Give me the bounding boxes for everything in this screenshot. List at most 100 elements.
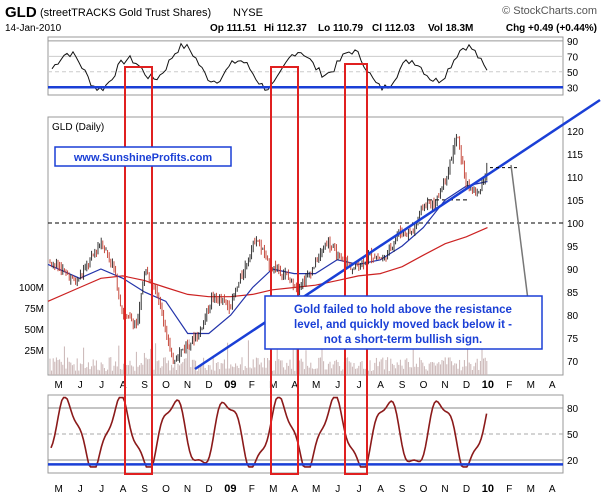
month-tick-label: A xyxy=(120,380,127,391)
open-value: Op 111.51 xyxy=(210,23,257,34)
top-tick-label: 70 xyxy=(567,52,579,63)
highlight-boxes xyxy=(124,63,368,475)
price-tick-label: 85 xyxy=(567,288,579,299)
bottom-tick-label: 20 xyxy=(567,456,579,467)
chart-header: GLD (streetTRACKS Gold Trust Shares) NYS… xyxy=(5,4,597,34)
month-tick-label: A xyxy=(291,380,298,391)
price-tick-label: 100 xyxy=(567,219,584,230)
stockcharts-watermark: © StockCharts.com xyxy=(502,5,597,17)
month-tick-label: 09 xyxy=(224,379,236,391)
month-tick-label: J xyxy=(357,380,362,391)
top-tick-label: 50 xyxy=(567,68,579,79)
month-tick-label: A xyxy=(549,484,556,495)
month-tick-label: M xyxy=(527,484,535,495)
top-tick-label: 30 xyxy=(567,83,579,94)
month-tick-label: M xyxy=(55,380,63,391)
month-tick-label: N xyxy=(184,484,191,495)
month-tick-label: S xyxy=(399,484,406,495)
month-tick-label: O xyxy=(162,380,170,391)
bottom-oscillator-panel: 80 50 20 xyxy=(47,394,579,474)
month-tick-label: 10 xyxy=(482,483,494,495)
volume-tick-label: 50M xyxy=(25,325,44,336)
slow-moving-average xyxy=(47,227,488,302)
price-panel-title: GLD (Daily) xyxy=(52,122,104,133)
price-tick-label: 90 xyxy=(567,265,579,276)
month-tick-label: O xyxy=(420,484,428,495)
volume-axis: 100M 75M 50M 25M xyxy=(19,283,44,357)
price-tick-label: 75 xyxy=(567,334,579,345)
month-tick-label: D xyxy=(463,380,470,391)
highlight-box-mar-2009 xyxy=(270,66,299,475)
month-tick-label: F xyxy=(249,380,255,391)
price-tick-label: 95 xyxy=(567,242,579,253)
month-tick-label: M xyxy=(55,484,63,495)
top-tick-label: 90 xyxy=(567,37,579,48)
bottom-tick-label: 80 xyxy=(567,404,579,415)
low-value: Lo 110.79 xyxy=(318,23,363,34)
website-box xyxy=(54,146,232,167)
month-tick-label: O xyxy=(162,484,170,495)
month-tick-label: F xyxy=(249,484,255,495)
month-tick-label: M xyxy=(269,484,277,495)
month-tick-label: A xyxy=(120,484,127,495)
month-tick-label: N xyxy=(441,380,448,391)
comment-annotation: Gold failed to hold above the resistance… xyxy=(264,295,543,350)
month-tick-label: J xyxy=(78,484,83,495)
volume-tick-label: 25M xyxy=(25,346,44,357)
comment-line: Gold failed to hold above the resistance xyxy=(294,304,512,316)
month-tick-label: A xyxy=(377,380,384,391)
month-tick-label: A xyxy=(291,484,298,495)
price-tick-label: 115 xyxy=(567,150,583,161)
comment-line: not a short-term bullish sign. xyxy=(324,334,482,346)
chart-date: 14-Jan-2010 xyxy=(5,23,62,34)
close-value: Cl 112.03 xyxy=(372,23,415,34)
volume-tick-label: 100M xyxy=(19,283,44,294)
month-axis-bottom: M J J A S O N D 09 F M A M J J A S O N D 10 F M A xyxy=(55,483,556,495)
month-tick-label: A xyxy=(549,380,556,391)
month-tick-label: J xyxy=(99,484,104,495)
highlight-box-aug-2008 xyxy=(124,66,153,475)
volume-value: Vol 18.3M xyxy=(428,23,473,34)
month-tick-label: J xyxy=(78,380,83,391)
security-name: (streetTRACKS Gold Trust Shares) xyxy=(40,7,211,19)
month-tick-label: F xyxy=(506,484,512,495)
price-tick-label: 120 xyxy=(567,127,584,138)
month-tick-label: M xyxy=(312,380,320,391)
month-tick-label: N xyxy=(184,380,191,391)
bottom-panel-gridlines xyxy=(48,407,563,461)
exchange-label: NYSE xyxy=(233,7,263,19)
month-tick-label: A xyxy=(377,484,384,495)
change-value: Chg +0.49 (+0.44%) xyxy=(506,23,597,34)
highlight-box-jun-2009 xyxy=(344,63,368,475)
price-axis: 120 115 110 105 100 95 90 85 80 75 70 xyxy=(567,127,584,368)
support-trendline xyxy=(194,98,601,371)
high-value: Hi 112.37 xyxy=(264,23,307,34)
month-tick-label: D xyxy=(463,484,470,495)
month-tick-label: S xyxy=(141,484,148,495)
top-panel-axis: 90 70 50 30 xyxy=(567,37,579,94)
comment-text: Gold failed to hold above the resistance… xyxy=(294,304,512,346)
month-tick-label: J xyxy=(357,484,362,495)
price-tick-label: 105 xyxy=(567,196,584,207)
bottom-tick-label: 50 xyxy=(567,430,579,441)
month-tick-label: M xyxy=(527,380,535,391)
website-text: www.SunshineProfits.com xyxy=(73,152,213,164)
ticker-symbol: GLD xyxy=(5,4,37,21)
price-tick-label: 110 xyxy=(567,173,583,184)
annotation-pointer xyxy=(510,164,529,301)
month-tick-label: 09 xyxy=(224,483,236,495)
month-axis-price: M J J A S O N D 09 F M A M J J A S O N D 10 F M A xyxy=(55,379,556,391)
volume-bars xyxy=(49,339,488,375)
comment-line: level, and quickly moved back below it - xyxy=(294,319,512,331)
volume-tick-label: 75M xyxy=(25,304,44,315)
month-tick-label: 10 xyxy=(482,379,494,391)
price-tick-label: 70 xyxy=(567,357,579,368)
month-tick-label: J xyxy=(335,380,340,391)
month-tick-label: D xyxy=(205,380,212,391)
month-tick-label: S xyxy=(399,380,406,391)
month-tick-label: O xyxy=(420,380,428,391)
month-tick-label: M xyxy=(312,484,320,495)
price-tick-label: 80 xyxy=(567,311,579,322)
bottom-panel-axis: 80 50 20 xyxy=(567,404,579,467)
